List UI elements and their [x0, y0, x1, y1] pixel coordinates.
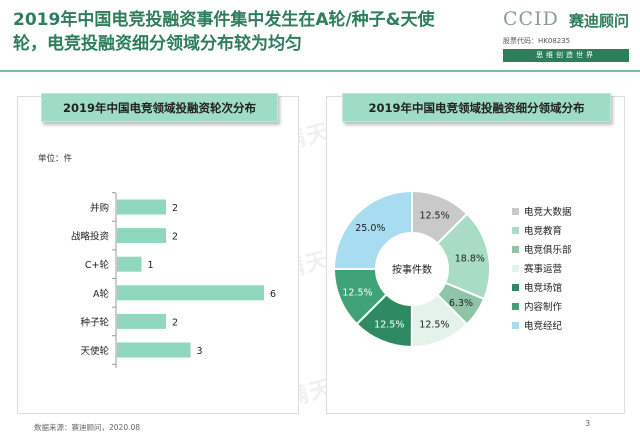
legend-swatch	[512, 265, 519, 272]
bar-value-label: 3	[197, 346, 203, 357]
data-source: 数据来源：赛迪顾问，2020.08	[34, 423, 141, 432]
logo-mark: CCID	[503, 8, 559, 30]
slice-value-label: 12.5%	[342, 287, 372, 298]
legend-label: 电竞经纪	[524, 320, 563, 332]
category-label: 并购	[90, 202, 109, 214]
bar-并购	[117, 199, 166, 215]
slice-value-label: 18.8%	[455, 254, 485, 265]
category-label: A轮	[93, 288, 109, 300]
logo-name: 赛迪顾问	[569, 12, 630, 30]
page-number: 3	[585, 419, 591, 428]
page-title-line2: 轮，电竞投融资细分领域分布较为均匀	[13, 34, 302, 54]
legend-swatch	[512, 246, 519, 253]
category-label: 种子轮	[80, 316, 109, 328]
legend-swatch	[512, 284, 519, 291]
header-divider	[0, 70, 640, 72]
slice-value-label: 6.3%	[449, 298, 473, 309]
legend-swatch	[512, 322, 519, 329]
legend-label: 内容制作	[524, 301, 563, 313]
bar-value-label: 2	[172, 232, 178, 243]
legend-label: 电竞教育	[524, 225, 562, 237]
legend-swatch	[512, 303, 519, 310]
bar-value-label: 6	[270, 289, 276, 300]
bar-value-label: 2	[172, 317, 178, 328]
slice-value-label: 12.5%	[419, 210, 449, 221]
slice-value-label: 12.5%	[419, 320, 449, 331]
slice-value-label: 25.0%	[355, 223, 385, 234]
page-title-line1: 2019年中国电竞投融资事件集中发生在A轮/种子&天使	[13, 10, 435, 30]
bar-战略投资	[117, 228, 166, 244]
slice-value-label: 12.5%	[374, 319, 404, 330]
legend-swatch	[512, 227, 519, 234]
stock-code: 股票代码：HK08235	[503, 37, 571, 45]
bar-value-label: 2	[172, 203, 178, 214]
legend-label: 电竞大数据	[524, 206, 572, 218]
slice-电竞经纪	[332, 189, 413, 270]
rounds-chart-unit: 单位：件	[38, 154, 73, 164]
legend-swatch	[512, 208, 519, 215]
rounds-chart-panel: 2019年中国电竞领域投融资轮次分布	[17, 93, 299, 414]
rounds-chart-title: 2019年中国电竞领域投融资轮次分布	[41, 93, 278, 122]
logo-slogan: 思维创造世界	[503, 49, 629, 62]
segments-chart-title: 2019年中国电竞领域投融资细分领域分布	[342, 93, 611, 122]
bar-A轮	[117, 285, 264, 301]
page-title: 2019年中国电竞投融资事件集中发生在A轮/种子&天使 轮，电竞投融资细分领域分…	[13, 8, 503, 56]
donut-center-label: 按事件数	[392, 263, 432, 276]
legend-label: 电竞俱乐部	[524, 244, 572, 256]
bar-value-label: 1	[148, 260, 154, 271]
category-label: C+轮	[85, 259, 110, 271]
legend-label: 电竞场馆	[524, 282, 562, 294]
ccid-logo: CCID 赛迪顾问 股票代码：HK08235 思维创造世界	[503, 8, 633, 66]
legend-label: 赛事运营	[524, 263, 562, 275]
bar-种子轮	[117, 313, 166, 329]
category-label: 天使轮	[80, 345, 109, 357]
bar-天使轮	[117, 342, 191, 358]
bar-C+轮	[117, 256, 142, 272]
category-label: 战略投资	[71, 231, 110, 243]
